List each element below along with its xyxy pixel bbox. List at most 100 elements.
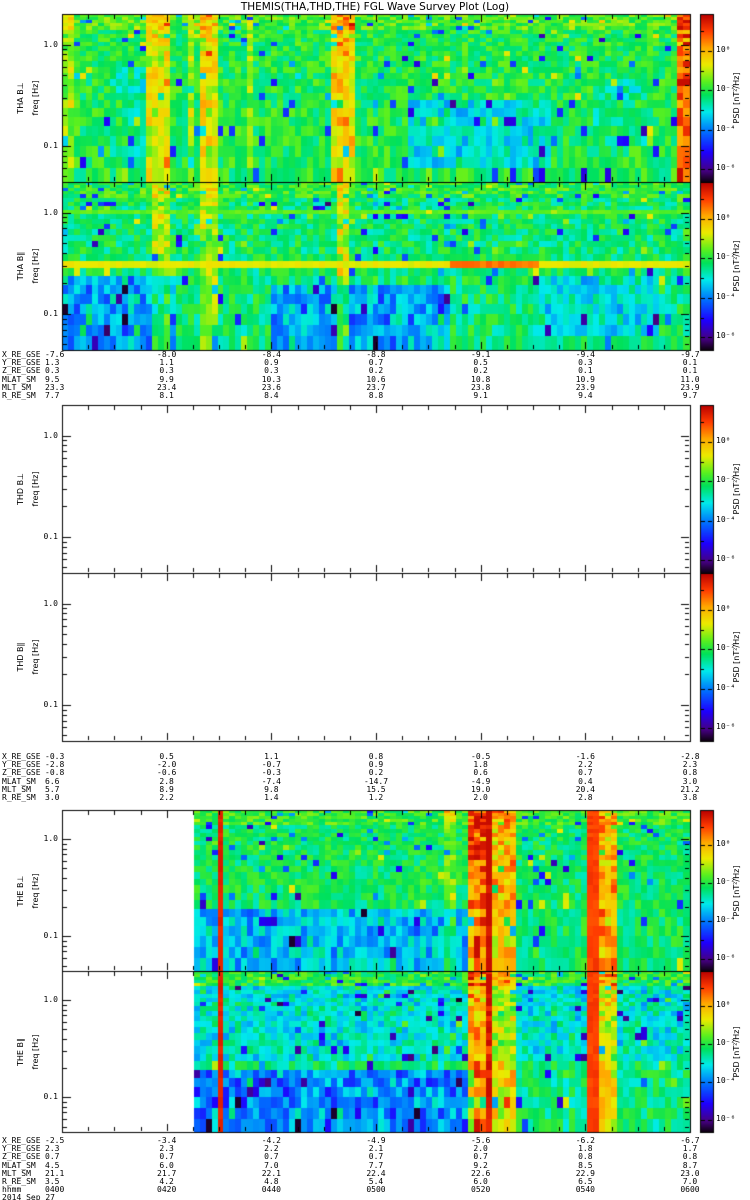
annot-value: -8.4 [261, 350, 281, 359]
annot-value: 4.8 [264, 1177, 279, 1186]
annot-row-label: Y_RE_GSE [2, 1144, 41, 1153]
panel-ylabel-units: freq [Hz] [31, 248, 40, 284]
annot-value: 23.6 [261, 383, 281, 392]
annot-value: 0.2 [368, 366, 384, 375]
annot-value: 1.8 [473, 760, 488, 769]
annot-row-label: Y_RE_GSE [2, 760, 41, 769]
annot-value: 6.0 [159, 1161, 174, 1170]
annot-value: -0.3 [261, 768, 281, 777]
colorbar-tick-label: 10⁰ [716, 45, 731, 54]
annot-value: 0.1 [682, 358, 698, 367]
annot-value: 0.2 [473, 366, 488, 375]
annot-value: 2.2 [578, 760, 593, 769]
colorbar-title: PSD [nT²/Hz] [732, 865, 741, 916]
annot-value: 9.7 [682, 391, 698, 400]
annot-value: 1.1 [264, 752, 279, 761]
annot-value: 22.4 [366, 1169, 386, 1178]
colorbar-tick-label: 10⁻⁴ [716, 915, 736, 924]
panel-ylabel-units: freq [Hz] [31, 639, 40, 675]
annot-value: 1.1 [159, 358, 174, 367]
panel-ylabel: THA B⊥ [16, 82, 25, 114]
annot-value: -6.2 [575, 1136, 595, 1145]
annot-value: 0.6 [473, 768, 488, 777]
annot-value: 1.3 [45, 358, 60, 367]
annot-value: 20.4 [575, 785, 595, 794]
annot-value: -3.4 [157, 1136, 177, 1145]
annot-value: 3.8 [682, 793, 698, 802]
colorbar-tick-label: 10⁻⁶ [716, 953, 736, 962]
annot-value: 19.0 [471, 785, 491, 794]
colorbar-tick-label: 10⁰ [716, 436, 731, 445]
annot-value: -8.8 [366, 350, 386, 359]
annot-row-label: R_RE_SM [2, 793, 36, 802]
annot-value: 2.0 [473, 1144, 488, 1153]
annot-value: 23.7 [366, 383, 386, 392]
annot-row-label: MLAT_SM [2, 1161, 36, 1170]
annot-value: -2.8 [45, 760, 65, 769]
annot-value: 3.0 [682, 777, 698, 786]
freq-tick-label: 1.0 [43, 40, 58, 49]
annot-value: -0.5 [471, 752, 491, 761]
annot-value: 0520 [471, 1185, 491, 1194]
annot-value: 1.2 [368, 793, 384, 802]
annot-value: 23.9 [680, 383, 700, 392]
annot-value: 2.8 [159, 777, 174, 786]
annot-value: 0.3 [45, 366, 60, 375]
annot-value: 0.7 [578, 768, 593, 777]
annot-value: 0.2 [368, 768, 384, 777]
annot-value: 2.1 [368, 1144, 384, 1153]
freq-tick-label: 1.0 [43, 995, 58, 1004]
annot-value: -2.5 [45, 1136, 65, 1145]
annot-value: 11.0 [680, 375, 700, 384]
annot-value: -6.7 [680, 1136, 700, 1145]
colorbar-tick-label: 10⁻² [716, 1038, 736, 1047]
colorbar-tick-label: 10⁻⁶ [716, 554, 736, 563]
annot-value: 0.8 [682, 1152, 698, 1161]
annot-value: 0440 [261, 1185, 281, 1194]
annot-row-label: Z_RE_GSE [2, 768, 41, 777]
annot-value: 0.7 [45, 1152, 60, 1161]
annot-value: 0.3 [264, 366, 279, 375]
annot-value: 0.1 [578, 366, 593, 375]
freq-tick-label: 1.0 [43, 834, 58, 843]
annot-row-label: X_RE_GSE [2, 752, 41, 761]
annot-value: -0.7 [261, 760, 281, 769]
panel-ylabel-units: freq [Hz] [31, 873, 40, 908]
annot-value: 23.8 [471, 383, 491, 392]
annot-value: 21.2 [680, 785, 700, 794]
annot-value: 0.7 [368, 1152, 384, 1161]
annot-value: -0.8 [45, 768, 65, 777]
annot-value: -0.6 [157, 768, 177, 777]
annot-value: 22.9 [575, 1169, 595, 1178]
annot-value: 9.9 [159, 375, 174, 384]
colorbar-title: PSD [nT²/Hz] [732, 72, 741, 124]
annot-value: -0.3 [45, 752, 65, 761]
annot-value: 21.7 [157, 1169, 177, 1178]
annot-value: 22.6 [471, 1169, 491, 1178]
annot-value: -7.4 [261, 777, 281, 786]
panel-ylabel-units: freq [Hz] [31, 471, 40, 507]
annot-value: 0.8 [682, 768, 698, 777]
annot-value: 7.7 [368, 1161, 384, 1170]
panel-ylabel-units: freq [Hz] [31, 80, 40, 116]
annot-value: 9.5 [45, 375, 60, 384]
panel-ylabel: THD B⊥ [16, 472, 25, 506]
annot-value: 23.4 [157, 383, 177, 392]
annot-value: -2.0 [157, 760, 177, 769]
colorbar-title: PSD [nT²/Hz] [732, 463, 741, 515]
annot-value: 0540 [575, 1185, 595, 1194]
colorbar-tick-label: 10⁻⁴ [716, 515, 736, 524]
annot-row-label: R_RE_SM [2, 391, 36, 400]
annot-value: 4.5 [45, 1161, 60, 1170]
annot-value: 8.1 [159, 391, 174, 400]
panel-ylabel: THE B⊥ [16, 875, 25, 906]
annot-value: 0.4 [578, 777, 593, 786]
colorbar-tick-label: 10⁻⁴ [716, 1076, 736, 1085]
annot-row-label: X_RE_GSE [2, 1136, 41, 1145]
annot-value: 2.3 [45, 1144, 60, 1153]
panel-ylabel-units: freq [Hz] [31, 1034, 40, 1069]
freq-tick-label: 1.0 [43, 599, 58, 608]
annot-value: 10.9 [575, 375, 595, 384]
annot-value: -9.7 [680, 350, 700, 359]
annot-value: -4.9 [366, 1136, 386, 1145]
